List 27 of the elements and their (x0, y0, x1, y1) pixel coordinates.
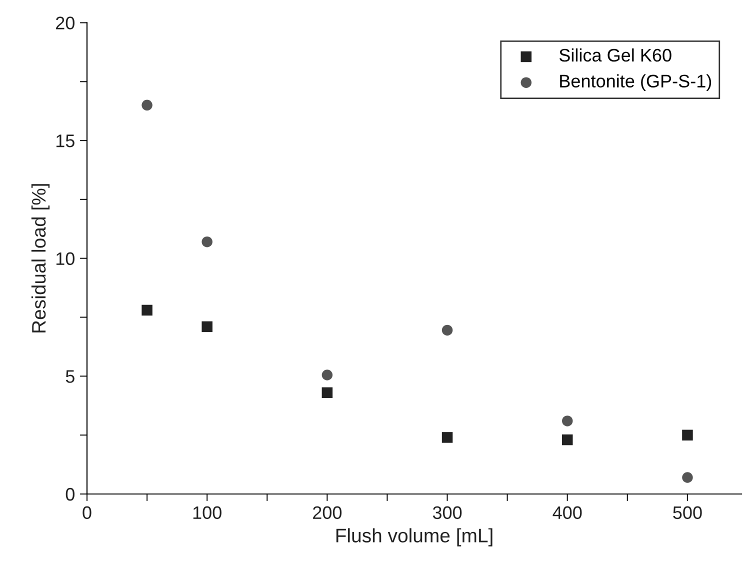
point (562, 416, 573, 426)
point (142, 304, 152, 316)
y-tick-label: 10 (56, 252, 74, 266)
point (142, 100, 152, 111)
x-tick-label: 300 (432, 506, 462, 520)
x-tick-label: 200 (313, 506, 342, 520)
y-tick-label: 20 (56, 16, 74, 30)
point (442, 324, 453, 336)
y-tick-label: 15 (56, 134, 74, 148)
x-tick-label: 400 (552, 506, 582, 520)
point (562, 434, 573, 446)
legend-label: Silica Gel K60 (559, 48, 672, 62)
point (442, 432, 453, 443)
point (682, 430, 693, 440)
x-tick-label: 100 (193, 506, 222, 520)
point (322, 370, 333, 380)
y-axis-title: Residual load [%] (31, 184, 50, 332)
y-tick-label: 5 (66, 370, 74, 383)
point (202, 236, 212, 248)
x-axis-title: Flush volume [mL] (336, 528, 492, 546)
y-tick-label: 0 (66, 488, 74, 501)
x-tick-label: 0 (82, 506, 92, 520)
point (202, 321, 212, 332)
point (682, 472, 693, 483)
legend-label: Bentonite (GP-S-1) (560, 74, 712, 92)
point (322, 387, 333, 398)
x-tick-label: 500 (673, 506, 702, 520)
